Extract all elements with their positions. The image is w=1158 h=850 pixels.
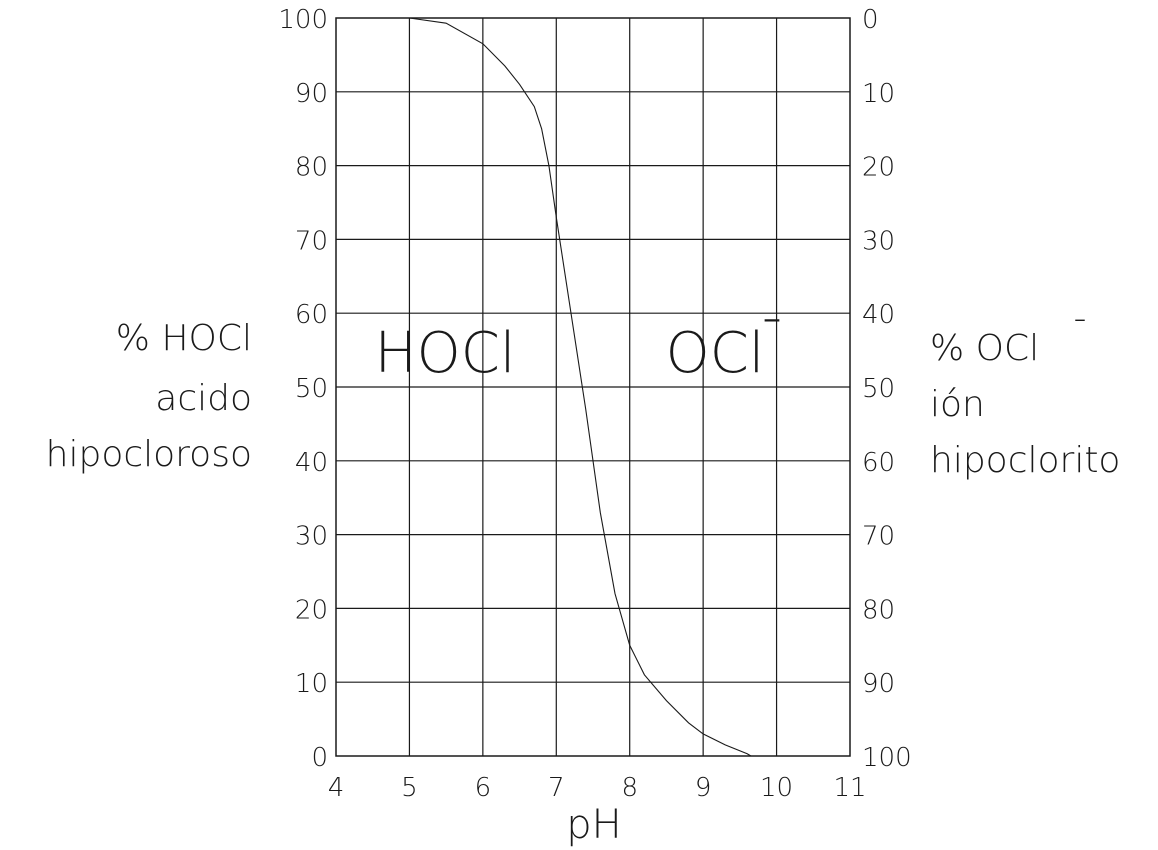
y-right-tick-label: 50 (862, 374, 895, 404)
y-right-tick-label: 20 (862, 153, 895, 183)
y-left-tick-label: 40 (295, 448, 328, 478)
y-left-tick-label: 60 (295, 300, 328, 330)
y-left-tick-label: 50 (295, 374, 328, 404)
y-left-tick-label: 30 (295, 522, 328, 552)
y-left-tick-label: 0 (311, 743, 328, 773)
left-axis-title-line-1: % HOCl (116, 318, 252, 359)
right-axis-title-line-2: ión (930, 384, 985, 425)
y-right-tick-label: 60 (862, 448, 895, 478)
y-right-tick-label: 40 (862, 300, 895, 330)
x-tick-label: 11 (833, 773, 866, 803)
tick-labels: 4 5 6 7 8 9 10 11010203040506070809010010090807… (278, 5, 911, 803)
y-right-tick-label: 80 (862, 595, 895, 625)
region-label-ocl: OCl (666, 321, 765, 386)
region-label-hocl: HOCl (375, 321, 516, 386)
y-left-tick-label: 10 (295, 669, 328, 699)
plot-frame (335, 17, 851, 757)
y-left-tick-label: 20 (295, 595, 328, 625)
region-label-ocl-superscript: - (762, 285, 782, 350)
y-left-tick-label: 70 (295, 226, 328, 256)
x-tick-label: 6 (475, 773, 492, 803)
right-axis-title-superscript: - (1074, 298, 1087, 339)
x-axis-title: pH (566, 802, 621, 848)
y-right-tick-label: 30 (862, 226, 895, 256)
x-tick-label: 4 (328, 773, 345, 803)
right-axis-title-line-3: hipoclorito (930, 440, 1120, 481)
left-axis-title-line-3: hipocloroso (46, 434, 252, 475)
x-tick-label: 5 (401, 773, 418, 803)
y-right-tick-label: 70 (862, 522, 895, 552)
x-tick-label: 9 (695, 773, 712, 803)
grid (335, 17, 851, 757)
y-left-tick-label: 90 (295, 79, 328, 109)
y-right-tick-label: 100 (862, 743, 912, 773)
x-tick-label: 8 (621, 773, 638, 803)
right-axis-title-line-1: % OCl (930, 328, 1039, 369)
x-tick-label: 7 (548, 773, 565, 803)
x-tick-label: 10 (760, 773, 793, 803)
series-line-hocl (409, 17, 752, 757)
y-right-tick-label: 10 (862, 79, 895, 109)
curve-layer (409, 17, 752, 757)
y-right-tick-label: 90 (862, 669, 895, 699)
y-left-tick-label: 80 (295, 153, 328, 183)
left-axis-title-line-2: acido (155, 378, 252, 419)
y-right-tick-label: 0 (862, 5, 879, 35)
y-left-tick-label: 100 (278, 5, 328, 35)
